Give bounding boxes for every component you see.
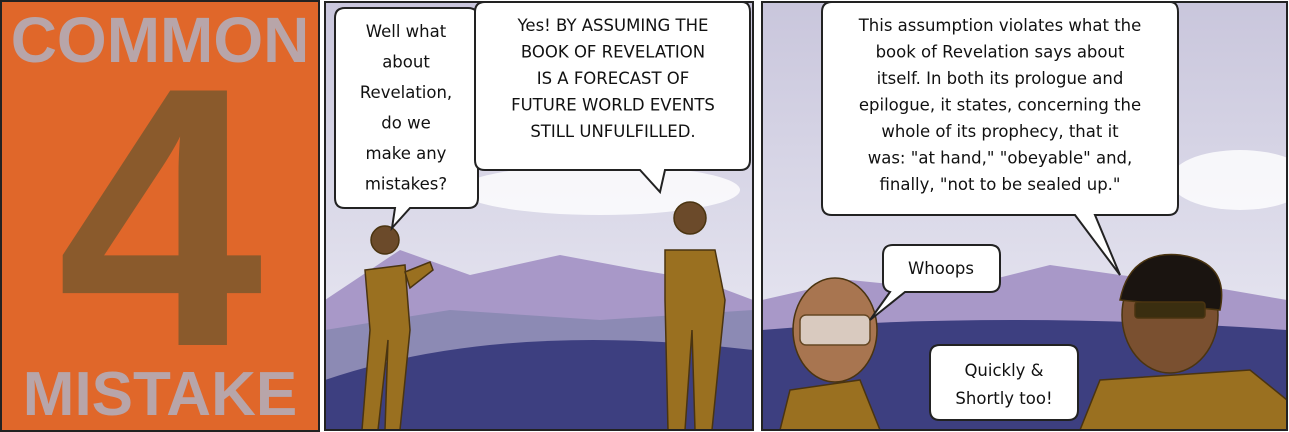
page: COMMON 4 MISTAKE Well what about Revelatio… <box>0 0 1289 432</box>
speech-line: epilogue, it states, concerning the <box>859 95 1141 114</box>
title-bottom: MISTAKE <box>23 360 297 429</box>
speech-line: was: "at hand," "obeyable" and, <box>868 148 1133 167</box>
speech-line: Shortly too! <box>955 389 1052 408</box>
speech-line: about <box>382 52 430 71</box>
speech-line: BOOK OF REVELATION <box>521 42 705 61</box>
speech-line: finally, "not to be sealed up." <box>880 175 1121 194</box>
speech-line: Well what <box>366 22 447 41</box>
speech-line: do we <box>381 113 430 132</box>
speech-line: Quickly & <box>964 361 1043 380</box>
speech-line: whole of its prophecy, that it <box>881 122 1119 141</box>
speech-line: Revelation, <box>360 83 452 102</box>
speech-text: This assumption violates what the book of… <box>858 16 1142 194</box>
panel-1: COMMON 4 MISTAKE <box>1 1 319 431</box>
speech-bubble <box>930 345 1078 420</box>
speech-line: FUTURE WORLD EVENTS <box>511 95 715 114</box>
speech-text: Yes! BY ASSUMING THE BOOK OF REVELATION IS… <box>511 16 715 141</box>
comic-strip: COMMON 4 MISTAKE Well what about Revelatio… <box>0 0 1289 432</box>
speech-line: itself. In both its prologue and <box>877 69 1124 88</box>
speech-line: Yes! BY ASSUMING THE <box>517 16 709 35</box>
speech-line: make any <box>366 144 447 163</box>
speech-line: STILL UNFULFILLED. <box>530 122 695 141</box>
speech-line: IS A FORECAST OF <box>537 69 690 88</box>
speech-line: Whoops <box>908 259 974 278</box>
speech-line: book of Revelation says about <box>876 42 1125 61</box>
panel-2: Well what about Revelation, do we make any mi… <box>325 2 753 430</box>
speech-text: Whoops <box>908 259 974 278</box>
panel-3: This assumption violates what the book of… <box>762 2 1289 430</box>
speech-line: mistakes? <box>365 174 447 193</box>
speech-line: This assumption violates what the <box>858 16 1142 35</box>
